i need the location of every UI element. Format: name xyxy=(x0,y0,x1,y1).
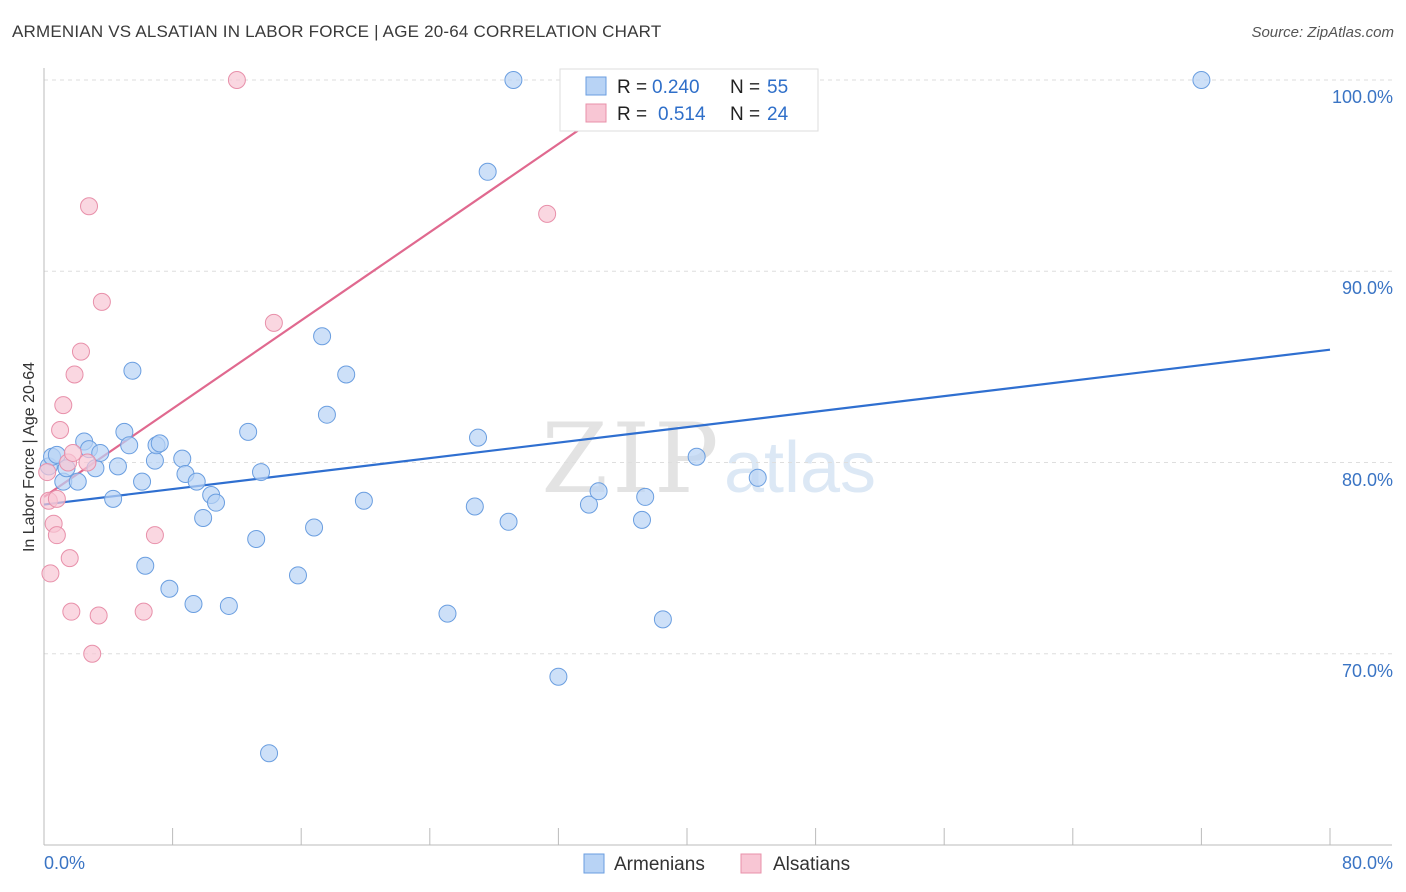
armenian-point xyxy=(504,71,523,89)
x-tick-label-min: 0.0% xyxy=(44,853,85,873)
armenian-point xyxy=(1192,71,1211,89)
alsatian-point xyxy=(227,71,246,89)
alsatian-point xyxy=(145,526,164,545)
watermark-atlas: atlas xyxy=(724,428,876,508)
armenian-point xyxy=(120,436,139,455)
alsatian-point xyxy=(51,420,70,439)
armenian-point xyxy=(108,457,127,476)
armenian-point xyxy=(145,451,164,470)
bottom-legend: Armenians Alsatians xyxy=(583,853,850,875)
alsatian-point xyxy=(538,204,557,223)
armenian-point xyxy=(632,510,651,529)
alsatian-point xyxy=(63,443,82,462)
legend-armenian-n-value: 55 xyxy=(767,77,788,98)
armenian-point xyxy=(317,405,336,424)
armenian-point xyxy=(313,327,332,346)
armenian-point xyxy=(260,744,279,763)
y-axis-label: In Labor Force | Age 20-64 xyxy=(21,362,38,552)
armenian-point xyxy=(207,493,226,512)
legend-armenian-r-label: R = xyxy=(617,77,647,98)
alsatian-point xyxy=(38,463,57,482)
armenian-point xyxy=(133,472,152,491)
bottom-legend-alsatian-swatch xyxy=(740,853,762,874)
source-label: Source: ZipAtlas.com xyxy=(1251,24,1394,41)
armenian-point xyxy=(150,434,169,453)
legend-armenian-r-value: 0.240 xyxy=(652,77,700,98)
x-tick-label-max: 80.0% xyxy=(1342,853,1393,873)
bottom-legend-armenian-label: Armenians xyxy=(614,854,705,875)
armenian-point xyxy=(478,162,497,181)
alsatian-point xyxy=(89,606,108,625)
alsatian-point xyxy=(83,644,102,663)
armenian-point xyxy=(68,472,87,491)
armenian-point xyxy=(636,487,655,506)
legend-alsatian-r-value: 0.514 xyxy=(658,104,706,125)
armenian-point xyxy=(687,447,706,466)
armenian-point xyxy=(160,579,179,598)
legend-alsatian-r-label: R = xyxy=(617,104,647,125)
alsatian-point xyxy=(65,365,84,384)
armenian-point xyxy=(305,518,324,537)
armenian-point xyxy=(469,428,488,447)
armenian-point xyxy=(187,472,206,491)
armenian-point xyxy=(653,610,672,629)
armenian-point xyxy=(247,530,266,548)
armenian-point xyxy=(91,443,110,462)
y-tick-label-90: 90.0% xyxy=(1342,278,1393,298)
alsatian-point xyxy=(47,526,66,545)
y-tick-label-80: 80.0% xyxy=(1342,470,1393,490)
legend-box: R = 0.240 N = 55 R = 0.514 N = 24 xyxy=(559,68,819,132)
armenian-point xyxy=(337,365,356,384)
watermark: ZIP atlas xyxy=(541,403,876,515)
alsatian-point xyxy=(60,549,79,568)
legend-armenian-n-label: N = xyxy=(730,77,760,98)
y-tick-label-100: 100.0% xyxy=(1332,87,1393,107)
legend-alsatian-n-value: 24 xyxy=(767,104,789,125)
chart-title: ARMENIAN VS ALSATIAN IN LABOR FORCE | AG… xyxy=(12,22,662,41)
armenian-point xyxy=(288,566,307,585)
alsatian-point xyxy=(134,602,153,621)
alsatian-trend-line xyxy=(43,79,653,498)
legend-alsatian-n-label: N = xyxy=(730,104,760,125)
armenian-point xyxy=(184,595,203,614)
armenian-point xyxy=(748,468,767,487)
armenian-point xyxy=(438,604,457,623)
y-tick-label-70: 70.0% xyxy=(1342,661,1393,681)
alsatian-point xyxy=(71,342,90,361)
bottom-legend-alsatian-label: Alsatians xyxy=(773,854,850,875)
alsatian-point xyxy=(54,396,73,415)
bottom-legend-armenian-swatch xyxy=(583,853,605,874)
armenian-point xyxy=(589,482,608,501)
armenian-point xyxy=(136,556,155,575)
armenian-point xyxy=(579,495,598,514)
armenian-point xyxy=(239,422,258,441)
armenian-point xyxy=(219,596,238,615)
alsatian-point xyxy=(41,564,60,583)
armenian-point xyxy=(123,361,142,380)
armenian-point xyxy=(252,463,271,482)
armenian-point xyxy=(104,489,123,508)
armenian-point xyxy=(465,497,484,516)
data-points xyxy=(38,71,1211,763)
armenian-point xyxy=(173,449,192,468)
alsatian-point xyxy=(92,292,111,311)
armenian-point xyxy=(354,491,373,510)
alsatian-point xyxy=(78,453,97,472)
alsatian-point xyxy=(47,489,66,508)
armenian-point xyxy=(194,508,213,527)
alsatian-point xyxy=(264,313,283,332)
armenian-point xyxy=(499,512,518,531)
legend-armenian-swatch xyxy=(585,76,607,96)
alsatian-point xyxy=(62,602,81,621)
armenian-point xyxy=(549,667,568,686)
alsatian-point xyxy=(80,197,99,216)
legend-alsatian-swatch xyxy=(585,103,607,123)
